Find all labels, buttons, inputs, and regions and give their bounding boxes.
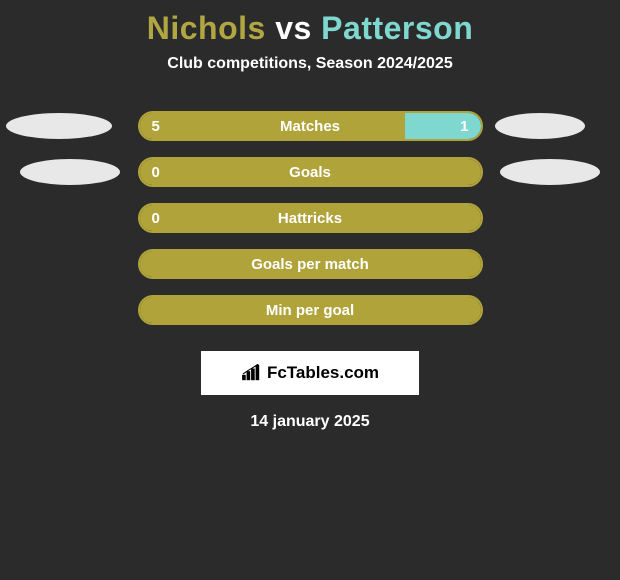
right-blob <box>495 113 585 139</box>
bar-label: Matches <box>140 118 481 135</box>
stat-row: 51Matches <box>0 103 620 149</box>
stat-row: 0Hattricks <box>0 195 620 241</box>
bar-label: Goals per match <box>140 256 481 273</box>
stat-row: Min per goal <box>0 287 620 333</box>
subtitle: Club competitions, Season 2024/2025 <box>0 55 620 73</box>
title-vs: vs <box>275 10 312 46</box>
logo-text: FcTables.com <box>267 363 379 383</box>
date-line: 14 january 2025 <box>0 413 620 431</box>
bar-label: Min per goal <box>140 302 481 319</box>
comparison-container: Nichols vs Patterson Club competitions, … <box>0 0 620 431</box>
left-blob <box>20 159 120 185</box>
bar-label: Hattricks <box>140 210 481 227</box>
stat-row: 0Goals <box>0 149 620 195</box>
player2-name: Patterson <box>321 10 473 46</box>
stat-bar: 0Hattricks <box>138 203 483 233</box>
right-blob <box>500 159 600 185</box>
logo-box: FcTables.com <box>201 351 419 395</box>
left-blob <box>6 113 112 139</box>
bar-label: Goals <box>140 164 481 181</box>
stat-row: Goals per match <box>0 241 620 287</box>
logo-inner: FcTables.com <box>241 363 379 383</box>
stat-bar: 0Goals <box>138 157 483 187</box>
stat-bar: Goals per match <box>138 249 483 279</box>
stat-bar: 51Matches <box>138 111 483 141</box>
page-title: Nichols vs Patterson <box>0 10 620 47</box>
player1-name: Nichols <box>147 10 266 46</box>
stat-bar: Min per goal <box>138 295 483 325</box>
bars-icon <box>241 364 263 382</box>
stat-rows: 51Matches 0Goals 0Hattricks Goals per match… <box>0 103 620 333</box>
